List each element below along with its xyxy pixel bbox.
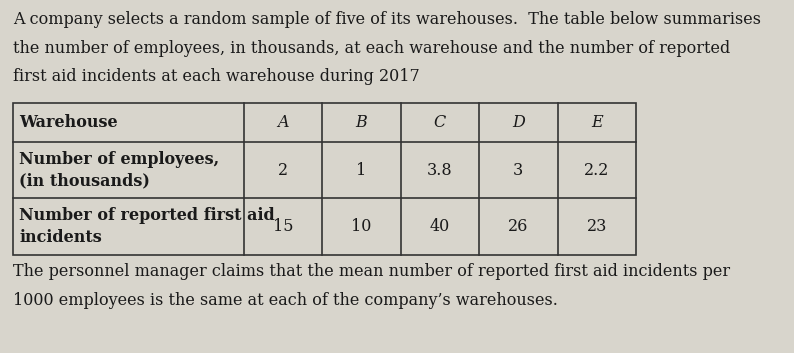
- Text: The personnel manager claims that the mean number of reported first aid incident: The personnel manager claims that the me…: [13, 263, 730, 280]
- Text: D: D: [512, 114, 525, 131]
- Text: the number of employees, in thousands, at each warehouse and the number of repor: the number of employees, in thousands, a…: [13, 40, 730, 56]
- Text: 2.2: 2.2: [584, 162, 610, 179]
- Text: 26: 26: [508, 218, 529, 235]
- Text: 1000 employees is the same at each of the company’s warehouses.: 1000 employees is the same at each of th…: [13, 292, 558, 309]
- Text: 15: 15: [272, 218, 293, 235]
- Text: B: B: [356, 114, 367, 131]
- Bar: [13, 103, 636, 255]
- Text: 2: 2: [278, 162, 288, 179]
- Text: 3: 3: [513, 162, 523, 179]
- Text: A company selects a random sample of five of its warehouses.  The table below su: A company selects a random sample of fiv…: [13, 11, 761, 28]
- Text: 1: 1: [357, 162, 366, 179]
- Text: 40: 40: [430, 218, 450, 235]
- Text: Number of reported first aid
incidents: Number of reported first aid incidents: [20, 207, 276, 246]
- Text: first aid incidents at each warehouse during 2017: first aid incidents at each warehouse du…: [13, 68, 420, 85]
- Text: A: A: [277, 114, 288, 131]
- Text: 23: 23: [587, 218, 607, 235]
- Text: E: E: [591, 114, 603, 131]
- Text: Number of employees,
(in thousands): Number of employees, (in thousands): [20, 151, 220, 190]
- Text: 3.8: 3.8: [427, 162, 453, 179]
- Text: 10: 10: [351, 218, 372, 235]
- Text: Warehouse: Warehouse: [20, 114, 118, 131]
- Text: C: C: [434, 114, 446, 131]
